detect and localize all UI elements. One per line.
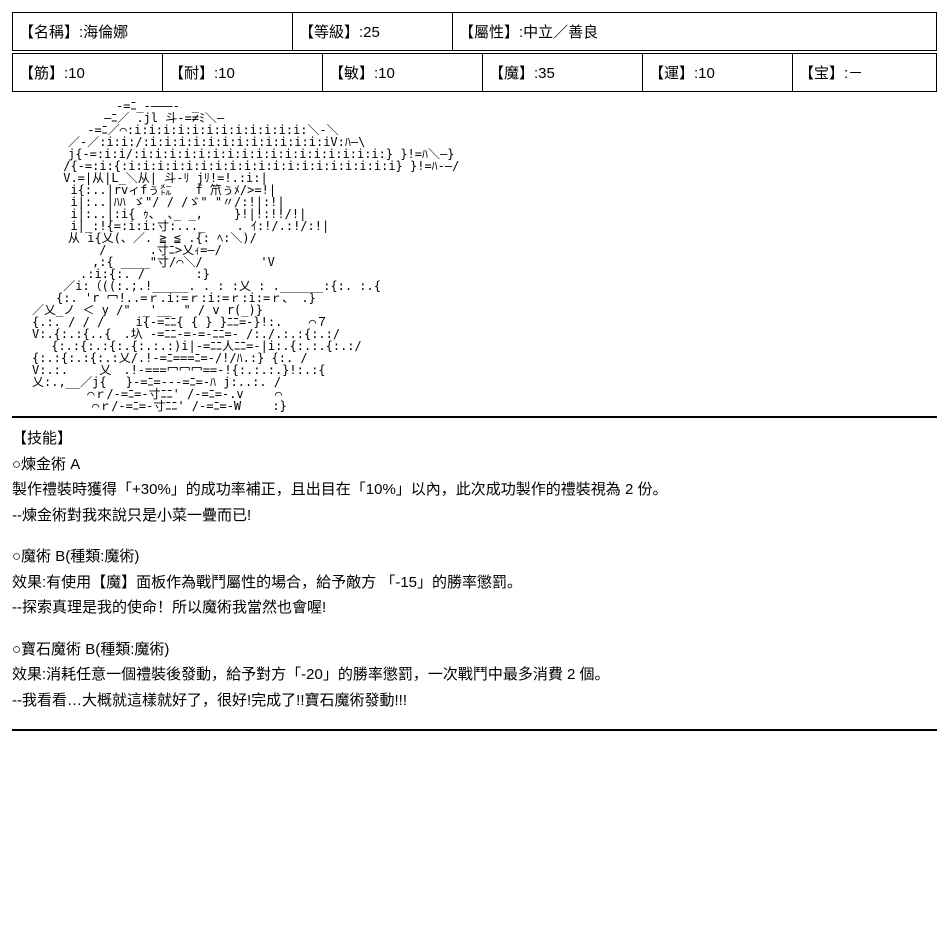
skill-flavor: --煉金術對我來說只是小菜一疊而已!: [12, 503, 937, 529]
skill-flavor: --我看看…大概就這樣就好了，很好!完成了!!寶石魔術發動!!!: [12, 688, 937, 714]
level-value: 25: [363, 24, 380, 41]
skill-title: ○煉金術 A: [12, 452, 937, 478]
align-cell: 【屬性】:中立／善良: [452, 13, 937, 50]
str-cell: 【筋】:10: [12, 54, 162, 91]
luk-cell: 【運】:10: [642, 54, 792, 91]
skill-effect: 效果:有使用【魔】面板作為戰鬥屬性的場合，給予敵方 「-15」的勝率懲罰。: [12, 570, 937, 596]
luk-value: 10: [698, 65, 715, 82]
align-label: 【屬性】:: [459, 24, 523, 41]
align-value: 中立／善良: [523, 24, 598, 41]
name-value: 海倫娜: [83, 24, 128, 41]
name-label: 【名稱】:: [19, 24, 83, 41]
skills-section: 【技能】 ○煉金術 A 製作禮裝時獲得「+30%」的成功率補正，且出目在「10%…: [12, 426, 937, 713]
level-label: 【等級】:: [299, 24, 363, 41]
mag-label: 【魔】:: [489, 65, 538, 82]
end-cell: 【耐】:10: [162, 54, 322, 91]
mag-cell: 【魔】:35: [482, 54, 642, 91]
str-label: 【筋】:: [19, 65, 68, 82]
np-value: －: [848, 65, 863, 82]
skill-flavor: --探索真理是我的使命！所以魔術我當然也會喔!: [12, 595, 937, 621]
np-cell: 【宝】:－: [792, 54, 937, 91]
agi-label: 【敏】:: [329, 65, 378, 82]
name-cell: 【名稱】:海倫娜: [12, 13, 292, 50]
level-cell: 【等級】:25: [292, 13, 452, 50]
skill-title: ○寶石魔術 B(種類:魔術): [12, 637, 937, 663]
skill-block: ○煉金術 A 製作禮裝時獲得「+30%」的成功率補正，且出目在「10%」以內，此…: [12, 452, 937, 529]
divider: [12, 416, 937, 418]
divider-bottom: [12, 729, 937, 731]
skill-title: ○魔術 B(種類:魔術): [12, 544, 937, 570]
ascii-portrait: -=ﾆ_-―――- _ ―ﾆ／ .jl 斗-=≠ﾐ＼― -=ﾆ／⌒:i:i:i:…: [32, 100, 937, 412]
agi-value: 10: [378, 65, 395, 82]
end-value: 10: [218, 65, 235, 82]
agi-cell: 【敏】:10: [322, 54, 482, 91]
str-value: 10: [68, 65, 85, 82]
end-label: 【耐】:: [169, 65, 218, 82]
header-row-1: 【名稱】:海倫娜 【等級】:25 【屬性】:中立／善良: [12, 12, 937, 51]
skill-block: ○寶石魔術 B(種類:魔術) 效果:消耗任意一個禮裝後發動，給予對方「-20」的…: [12, 637, 937, 714]
mag-value: 35: [538, 65, 555, 82]
skill-block: ○魔術 B(種類:魔術) 效果:有使用【魔】面板作為戰鬥屬性的場合，給予敵方 「…: [12, 544, 937, 621]
luk-label: 【運】:: [649, 65, 698, 82]
skills-header: 【技能】: [12, 426, 937, 452]
skill-effect: 製作禮裝時獲得「+30%」的成功率補正，且出目在「10%」以內，此次成功製作的禮…: [12, 477, 937, 503]
header-row-2: 【筋】:10 【耐】:10 【敏】:10 【魔】:35 【運】:10 【宝】:－: [12, 53, 937, 92]
np-label: 【宝】:: [799, 65, 848, 82]
skill-effect: 效果:消耗任意一個禮裝後發動，給予對方「-20」的勝率懲罰，一次戰鬥中最多消費 …: [12, 662, 937, 688]
